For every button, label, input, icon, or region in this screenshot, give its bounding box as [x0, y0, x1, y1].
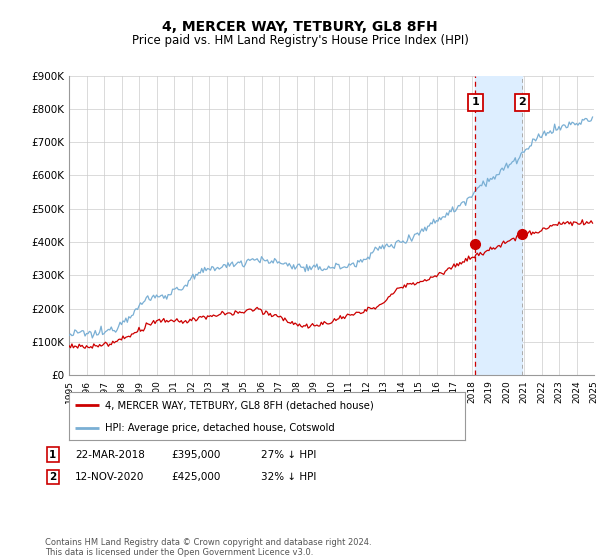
- Text: Price paid vs. HM Land Registry's House Price Index (HPI): Price paid vs. HM Land Registry's House …: [131, 34, 469, 46]
- Text: 1: 1: [472, 97, 479, 107]
- Text: 32% ↓ HPI: 32% ↓ HPI: [261, 472, 316, 482]
- Text: 27% ↓ HPI: 27% ↓ HPI: [261, 450, 316, 460]
- Text: 12-NOV-2020: 12-NOV-2020: [75, 472, 145, 482]
- Text: 2: 2: [518, 97, 526, 107]
- Text: 1: 1: [49, 450, 56, 460]
- Text: 4, MERCER WAY, TETBURY, GL8 8FH (detached house): 4, MERCER WAY, TETBURY, GL8 8FH (detache…: [104, 400, 373, 410]
- Text: 22-MAR-2018: 22-MAR-2018: [75, 450, 145, 460]
- Text: Contains HM Land Registry data © Crown copyright and database right 2024.
This d: Contains HM Land Registry data © Crown c…: [45, 538, 371, 557]
- Text: 4, MERCER WAY, TETBURY, GL8 8FH: 4, MERCER WAY, TETBURY, GL8 8FH: [162, 20, 438, 34]
- Bar: [475, 76, 522, 375]
- Text: £395,000: £395,000: [171, 450, 220, 460]
- Text: 2: 2: [49, 472, 56, 482]
- Text: £425,000: £425,000: [171, 472, 220, 482]
- Text: HPI: Average price, detached house, Cotswold: HPI: Average price, detached house, Cots…: [104, 423, 334, 433]
